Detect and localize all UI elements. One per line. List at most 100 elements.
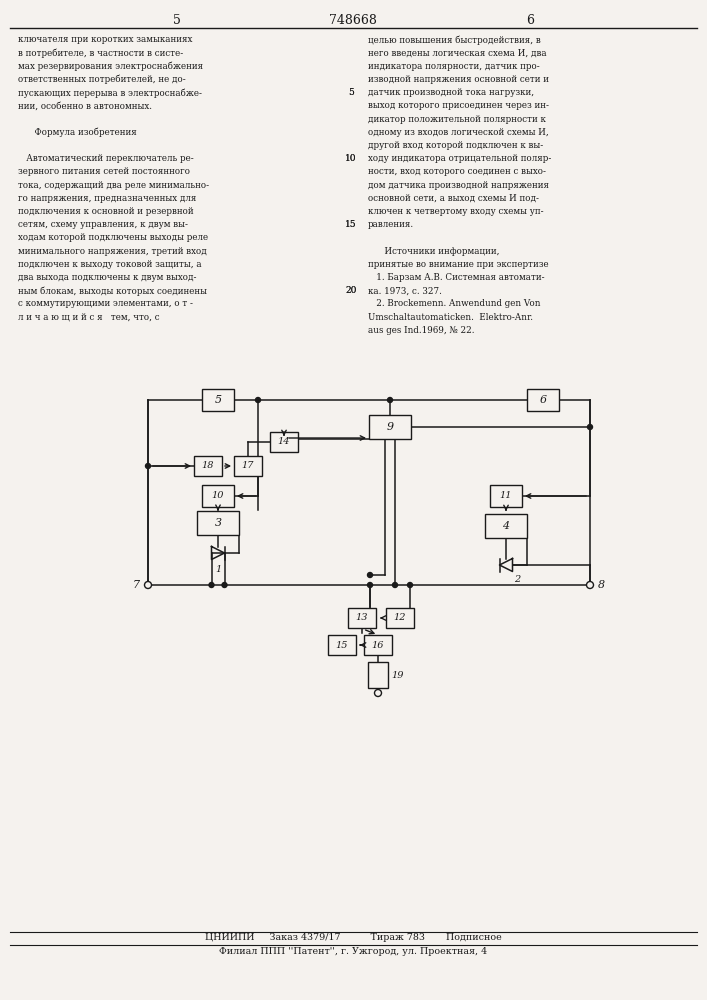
Circle shape xyxy=(368,582,373,587)
Text: пускающих перерыва в электроснабже-: пускающих перерыва в электроснабже- xyxy=(18,88,202,98)
Bar xyxy=(368,662,388,688)
Bar xyxy=(194,456,222,476)
Text: ходу индикатора отрицательной поляр-: ходу индикатора отрицательной поляр- xyxy=(368,154,551,163)
Text: индикатора полярности, датчик про-: индикатора полярности, датчик про- xyxy=(368,62,539,71)
Text: подключен к выходу токовой защиты, а: подключен к выходу токовой защиты, а xyxy=(18,260,201,269)
Text: 4: 4 xyxy=(503,521,510,531)
Text: 10: 10 xyxy=(212,491,224,500)
Bar xyxy=(364,635,392,655)
Text: тока, содержащий два реле минимально-: тока, содержащий два реле минимально- xyxy=(18,181,209,190)
Text: 5: 5 xyxy=(214,395,221,405)
Text: 5: 5 xyxy=(348,88,354,97)
Text: 14: 14 xyxy=(278,438,291,446)
Text: 20: 20 xyxy=(345,286,357,295)
Text: 17: 17 xyxy=(242,462,255,471)
Circle shape xyxy=(222,582,227,587)
Circle shape xyxy=(209,582,214,587)
Text: ЦНИИПИ     Заказ 4379/17          Тираж 783       Подписное: ЦНИИПИ Заказ 4379/17 Тираж 783 Подписное xyxy=(204,934,501,942)
Text: го напряжения, предназначенных для: го напряжения, предназначенных для xyxy=(18,194,197,203)
Circle shape xyxy=(392,582,397,587)
Bar xyxy=(485,514,527,538)
Text: целью повышения быстродействия, в: целью повышения быстродействия, в xyxy=(368,35,541,45)
Text: него введены логическая схема И, два: него введены логическая схема И, два xyxy=(368,49,547,58)
Text: в потребителе, в частности в систе-: в потребителе, в частности в систе- xyxy=(18,48,183,58)
Text: 15: 15 xyxy=(345,220,357,229)
Text: 2: 2 xyxy=(515,576,521,584)
Bar xyxy=(386,608,414,628)
Text: нии, особенно в автономных.: нии, особенно в автономных. xyxy=(18,102,152,110)
Text: ключен к четвертому входу схемы уп-: ключен к четвертому входу схемы уп- xyxy=(368,207,544,216)
Text: 16: 16 xyxy=(372,641,384,650)
Bar xyxy=(202,485,234,507)
Text: 11: 11 xyxy=(500,491,513,500)
Text: 5: 5 xyxy=(348,88,354,97)
Text: 2. Brockemenn. Anwendund gen Von: 2. Brockemenn. Anwendund gen Von xyxy=(368,300,540,308)
Circle shape xyxy=(368,572,373,578)
Text: ответственных потребителей, не до-: ответственных потребителей, не до- xyxy=(18,75,186,84)
Text: датчик производной тока нагрузки,: датчик производной тока нагрузки, xyxy=(368,88,534,97)
Bar xyxy=(369,415,411,439)
Text: ходам которой подключены выходы реле: ходам которой подключены выходы реле xyxy=(18,233,208,242)
Bar xyxy=(234,456,262,476)
Text: ным блокам, выходы которых соединены: ным блокам, выходы которых соединены xyxy=(18,286,207,296)
Text: с коммутирующими элементами, о т -: с коммутирующими элементами, о т - xyxy=(18,300,193,308)
Text: 15: 15 xyxy=(336,641,349,650)
Bar xyxy=(270,432,298,452)
Text: принятые во внимание при экспертизе: принятые во внимание при экспертизе xyxy=(368,260,549,269)
Text: 9: 9 xyxy=(387,422,394,432)
Text: Формула изобретения: Формула изобретения xyxy=(18,128,136,137)
Text: 12: 12 xyxy=(394,613,407,622)
Text: 8: 8 xyxy=(598,580,605,590)
Text: 1: 1 xyxy=(215,564,221,574)
Text: подключения к основной и резервной: подключения к основной и резервной xyxy=(18,207,194,216)
Text: дикатор положительной полярности к: дикатор положительной полярности к xyxy=(368,115,546,124)
Text: минимального напряжения, третий вход: минимального напряжения, третий вход xyxy=(18,247,206,256)
Bar xyxy=(348,608,376,628)
Text: ка. 1973, с. 327.: ка. 1973, с. 327. xyxy=(368,286,442,295)
Text: основной сети, а выход схемы И под-: основной сети, а выход схемы И под- xyxy=(368,194,539,203)
Bar xyxy=(328,635,356,655)
Text: мах резервирования электроснабжения: мах резервирования электроснабжения xyxy=(18,62,203,71)
Text: л и ч а ю щ и й с я   тем, что, с: л и ч а ю щ и й с я тем, что, с xyxy=(18,313,160,322)
Text: aus ges Ind.1969, № 22.: aus ges Ind.1969, № 22. xyxy=(368,326,474,335)
Bar xyxy=(197,511,239,535)
Circle shape xyxy=(144,582,151,588)
Text: равления.: равления. xyxy=(368,220,414,229)
Text: 19: 19 xyxy=(391,670,404,680)
Text: 10: 10 xyxy=(345,154,357,163)
Text: 13: 13 xyxy=(356,613,368,622)
Bar xyxy=(527,389,559,411)
Text: Автоматический переключатель ре-: Автоматический переключатель ре- xyxy=(18,154,194,163)
Circle shape xyxy=(146,464,151,468)
Text: 3: 3 xyxy=(214,518,221,528)
Text: 10: 10 xyxy=(345,154,357,163)
Bar xyxy=(490,485,522,507)
Circle shape xyxy=(587,582,593,588)
Text: 7: 7 xyxy=(133,580,140,590)
Text: 6: 6 xyxy=(526,13,534,26)
Text: ности, вход которого соединен с выхо-: ности, вход которого соединен с выхо- xyxy=(368,167,546,176)
Text: другой вход которой подключен к вы-: другой вход которой подключен к вы- xyxy=(368,141,543,150)
Text: 5: 5 xyxy=(173,13,181,26)
Circle shape xyxy=(407,582,412,587)
Circle shape xyxy=(375,690,382,696)
Bar xyxy=(202,389,234,411)
Text: изводной напряжения основной сети и: изводной напряжения основной сети и xyxy=(368,75,549,84)
Text: одному из входов логической схемы И,: одному из входов логической схемы И, xyxy=(368,128,549,137)
Text: Источники информации,: Источники информации, xyxy=(368,247,500,256)
Text: сетям, схему управления, к двум вы-: сетям, схему управления, к двум вы- xyxy=(18,220,188,229)
Circle shape xyxy=(387,397,392,402)
Circle shape xyxy=(255,397,260,402)
Text: два выхода подключены к двум выход-: два выхода подключены к двум выход- xyxy=(18,273,197,282)
Text: 1. Барзам А.В. Системная автомати-: 1. Барзам А.В. Системная автомати- xyxy=(368,273,544,282)
Circle shape xyxy=(588,424,592,430)
Text: дом датчика производной напряжения: дом датчика производной напряжения xyxy=(368,181,549,190)
Text: 748668: 748668 xyxy=(329,13,377,26)
Text: Umschaltautomaticken.  Elektro-Anr.: Umschaltautomaticken. Elektro-Anr. xyxy=(368,313,533,322)
Text: 15: 15 xyxy=(345,220,357,229)
Text: ключателя при коротких замыканиях: ключателя при коротких замыканиях xyxy=(18,35,192,44)
Text: выход которого присоединен через ин-: выход которого присоединен через ин- xyxy=(368,102,549,110)
Text: 20: 20 xyxy=(345,286,357,295)
Text: зервного питания сетей постоянного: зервного питания сетей постоянного xyxy=(18,167,190,176)
Text: 18: 18 xyxy=(201,462,214,471)
